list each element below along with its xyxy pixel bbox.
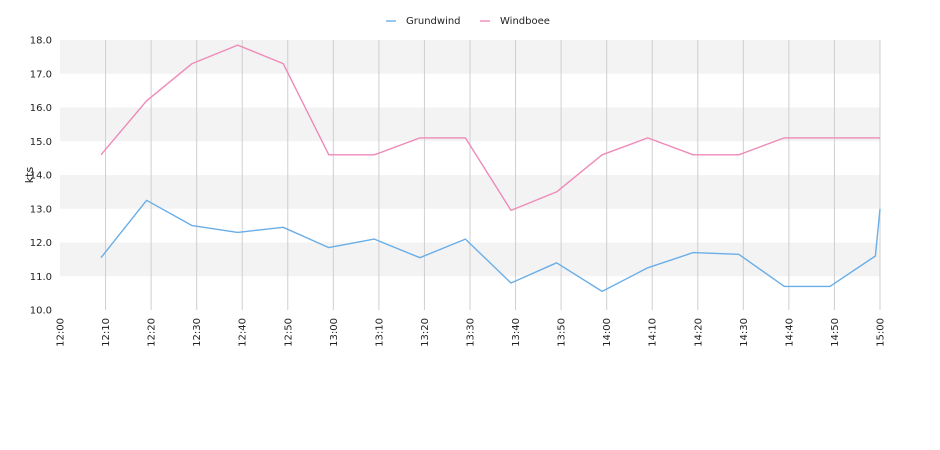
legend-item-windboee[interactable]: Windboee (480, 16, 550, 27)
x-tick-label: 12:20 (147, 318, 158, 347)
x-tick-label: 15:00 (876, 318, 887, 347)
x-tick-label: 12:10 (101, 318, 112, 347)
x-tick-label: 14:00 (602, 318, 613, 347)
legend-label: Grundwind (406, 16, 461, 27)
vertical-gridlines (105, 40, 881, 310)
x-tick-label: 14:10 (648, 318, 659, 347)
x-tick-label: 13:10 (374, 318, 385, 347)
y-axis-ticks: 10.0 11.0 12.0 13.0 14.0 15.0 16.0 17.0 18.0 (30, 36, 52, 317)
x-axis-ticks: 12:00 12:10 12:20 12:30 12:40 12:50 13:00 13:10… (56, 318, 887, 347)
x-tick-label: 12:30 (192, 318, 203, 347)
x-tick-label: 13:30 (466, 318, 477, 347)
x-tick-label: 12:00 (56, 318, 67, 347)
y-axis-title: kts (23, 167, 36, 184)
y-tick-label: 13.0 (30, 204, 52, 215)
x-tick-label: 14:50 (830, 318, 841, 347)
y-tick-label: 17.0 (30, 69, 52, 80)
legend[interactable]: Grundwind Windboee (386, 16, 550, 27)
y-tick-label: 15.0 (30, 137, 52, 148)
y-tick-label: 16.0 (30, 103, 52, 114)
legend-label: Windboee (500, 16, 550, 27)
x-tick-label: 12:50 (283, 318, 294, 347)
series-line-grundwind (100, 199, 881, 293)
series-lines (100, 44, 881, 293)
x-tick-label: 13:50 (557, 318, 568, 347)
y-tick-label: 18.0 (30, 36, 52, 47)
y-tick-label: 10.0 (30, 306, 52, 317)
x-tick-label: 14:20 (693, 318, 704, 347)
series-line-windboee (100, 44, 880, 212)
x-tick-label: 13:00 (329, 318, 340, 347)
x-tick-label: 14:30 (739, 318, 750, 347)
y-tick-label: 14.0 (30, 171, 52, 182)
x-tick-label: 13:40 (511, 318, 522, 347)
y-tick-label: 12.0 (30, 238, 52, 249)
x-tick-label: 12:40 (238, 318, 249, 347)
x-tick-label: 14:40 (784, 318, 795, 347)
legend-item-grundwind[interactable]: Grundwind (386, 16, 461, 27)
x-tick-label: 13:20 (420, 318, 431, 347)
y-tick-label: 11.0 (30, 272, 52, 283)
